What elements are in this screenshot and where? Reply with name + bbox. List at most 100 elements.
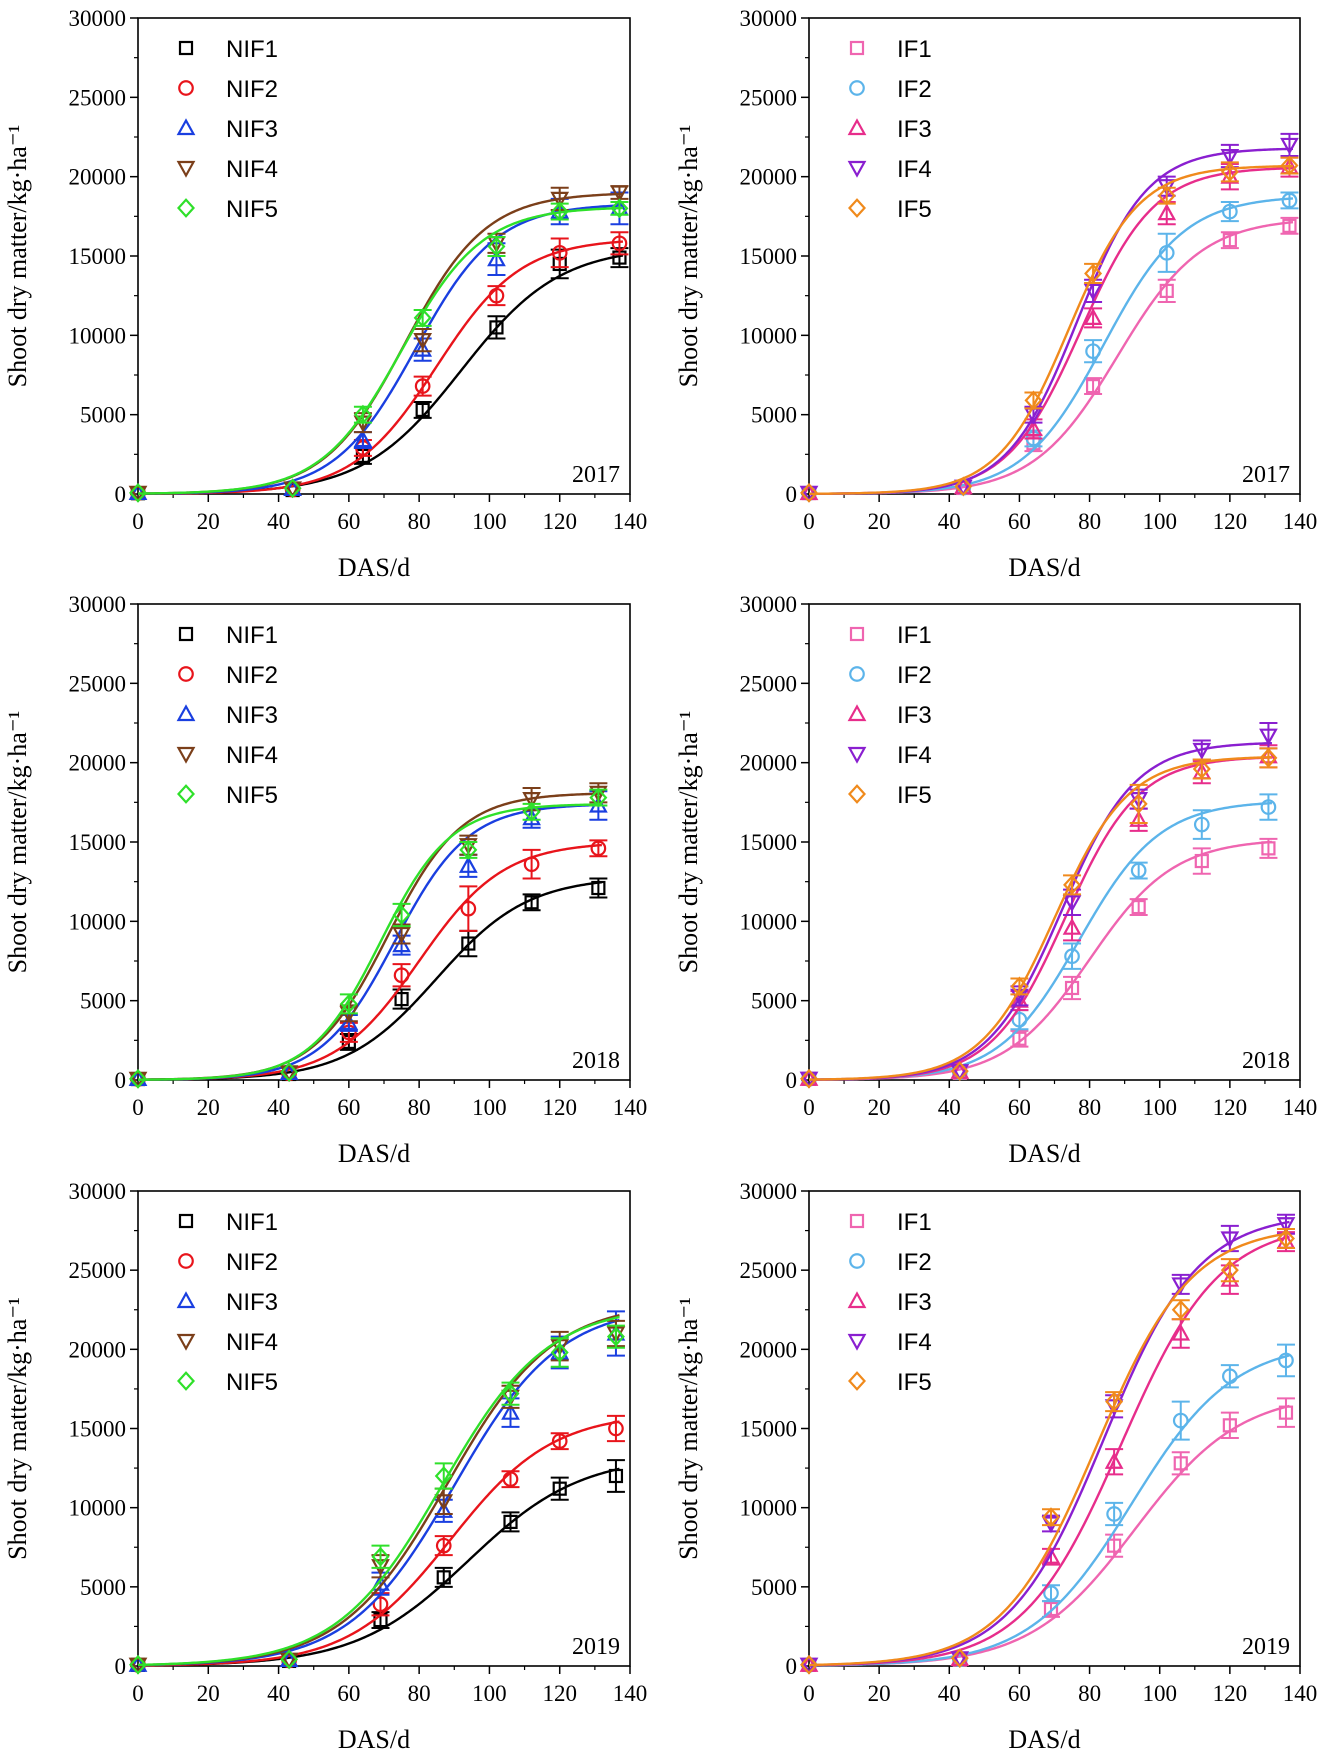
data-point	[1010, 990, 1029, 1008]
data-point	[610, 198, 629, 219]
data-point	[800, 1654, 818, 1675]
data-point	[1172, 1412, 1189, 1429]
x-axis-label: DAS/d	[338, 1139, 410, 1168]
data-point	[522, 801, 541, 822]
panel-if-2018: 0 5000 10000 15000 20000 25000 30000 0 20 40 60 80 1…	[674, 592, 1317, 1168]
fit-curve-NIF2	[137, 240, 624, 495]
x-tick-label: 80	[408, 509, 431, 534]
legend: IF1 IF2 IF3 IF4 IF5	[847, 1209, 932, 1396]
x-tick-label: 0	[132, 509, 144, 534]
y-tick-label: 10000	[69, 909, 127, 934]
x-tick-label: 80	[1078, 1095, 1101, 1120]
x-tick-label: 100	[472, 509, 507, 534]
data-point	[129, 1654, 147, 1675]
data-point	[489, 320, 504, 335]
x-tick-label: 60	[1008, 1681, 1031, 1706]
legend-marker	[176, 746, 196, 764]
y-tick-label: 10000	[740, 323, 798, 348]
data-point	[1220, 162, 1239, 182]
data-point	[1261, 841, 1276, 856]
data-point	[487, 236, 506, 257]
legend: NIF1 NIF2 NIF3 NIF4 NIF5	[176, 1209, 278, 1396]
legend-label: IF2	[897, 662, 932, 689]
legend-marker	[849, 1253, 865, 1269]
fit-curve-NIF1	[137, 881, 603, 1081]
data-point	[1104, 1451, 1124, 1469]
data-point	[458, 856, 478, 873]
x-tick-label: 140	[1283, 1681, 1318, 1706]
data-point	[1281, 192, 1298, 209]
fit-curve-IF4	[808, 147, 1294, 496]
y-tick-label: 30000	[740, 592, 798, 617]
y-tick-label: 0	[786, 1068, 798, 1093]
data-point	[550, 201, 569, 222]
legend-marker	[176, 118, 196, 136]
x-tick-label: 140	[613, 1095, 648, 1120]
x-tick-label: 20	[197, 1681, 220, 1706]
legend-label: IF3	[897, 116, 932, 143]
x-tick-label: 20	[868, 1681, 891, 1706]
x-tick-label: 100	[1142, 1681, 1177, 1706]
data-point	[1280, 155, 1299, 176]
data-point	[1282, 218, 1297, 233]
data-point	[394, 991, 409, 1007]
data-point	[371, 1546, 390, 1567]
series-IF3	[799, 744, 1278, 1086]
x-tick-label: 20	[197, 509, 220, 534]
data-point	[392, 926, 411, 944]
x-tick-label: 80	[408, 1681, 431, 1706]
series-IF3	[799, 1231, 1296, 1672]
legend-label: NIF5	[226, 1369, 278, 1396]
y-tick-label: 15000	[69, 244, 127, 269]
legend: NIF1 NIF2 NIF3 NIF4 NIF5	[176, 36, 278, 223]
y-tick-label: 25000	[740, 1258, 798, 1283]
legend-label: NIF3	[226, 116, 278, 143]
data-point	[436, 1570, 451, 1585]
data-point	[1194, 853, 1209, 869]
legend-label: IF2	[897, 76, 932, 103]
x-tick-label: 100	[472, 1681, 507, 1706]
data-point	[413, 339, 433, 357]
legend-marker	[848, 784, 866, 804]
data-point	[1129, 810, 1149, 827]
y-tick-label: 30000	[69, 6, 127, 31]
x-tick-label: 120	[542, 1095, 577, 1120]
data-point	[1064, 980, 1080, 996]
x-tick-label: 120	[1213, 1095, 1248, 1120]
y-tick-label: 25000	[740, 671, 798, 696]
data-point	[800, 1068, 818, 1089]
legend-marker	[849, 80, 865, 96]
data-point	[1062, 917, 1082, 935]
x-tick-label: 140	[1283, 509, 1318, 534]
data-point	[279, 1065, 299, 1083]
data-point	[608, 1420, 624, 1437]
x-tick-label: 120	[542, 509, 577, 534]
data-point	[608, 1468, 624, 1484]
data-point	[413, 307, 432, 328]
data-point	[129, 483, 147, 503]
year-label: 2017	[1242, 462, 1290, 488]
x-tick-label: 120	[542, 1681, 577, 1706]
data-point	[551, 244, 568, 261]
data-point	[413, 332, 433, 350]
x-tick-label: 20	[197, 1095, 220, 1120]
x-tick-label: 140	[1283, 1095, 1318, 1120]
data-point	[1012, 1031, 1027, 1046]
legend: IF1 IF2 IF3 IF4 IF5	[847, 36, 932, 223]
data-point	[1062, 895, 1082, 913]
x-tick-label: 140	[613, 509, 648, 534]
legend-marker	[847, 704, 867, 722]
series-IF1	[801, 837, 1278, 1086]
data-point	[1107, 1538, 1122, 1553]
x-tick-label: 40	[267, 1681, 290, 1706]
data-point	[1131, 899, 1146, 915]
data-point	[487, 249, 506, 267]
y-tick-label: 15000	[740, 1417, 798, 1442]
data-point	[610, 185, 629, 203]
legend-marker	[178, 80, 194, 96]
fit-curve-IF2	[808, 801, 1273, 1081]
data-point	[1130, 862, 1147, 879]
data-point	[1064, 948, 1080, 965]
series-NIF1	[130, 877, 608, 1087]
